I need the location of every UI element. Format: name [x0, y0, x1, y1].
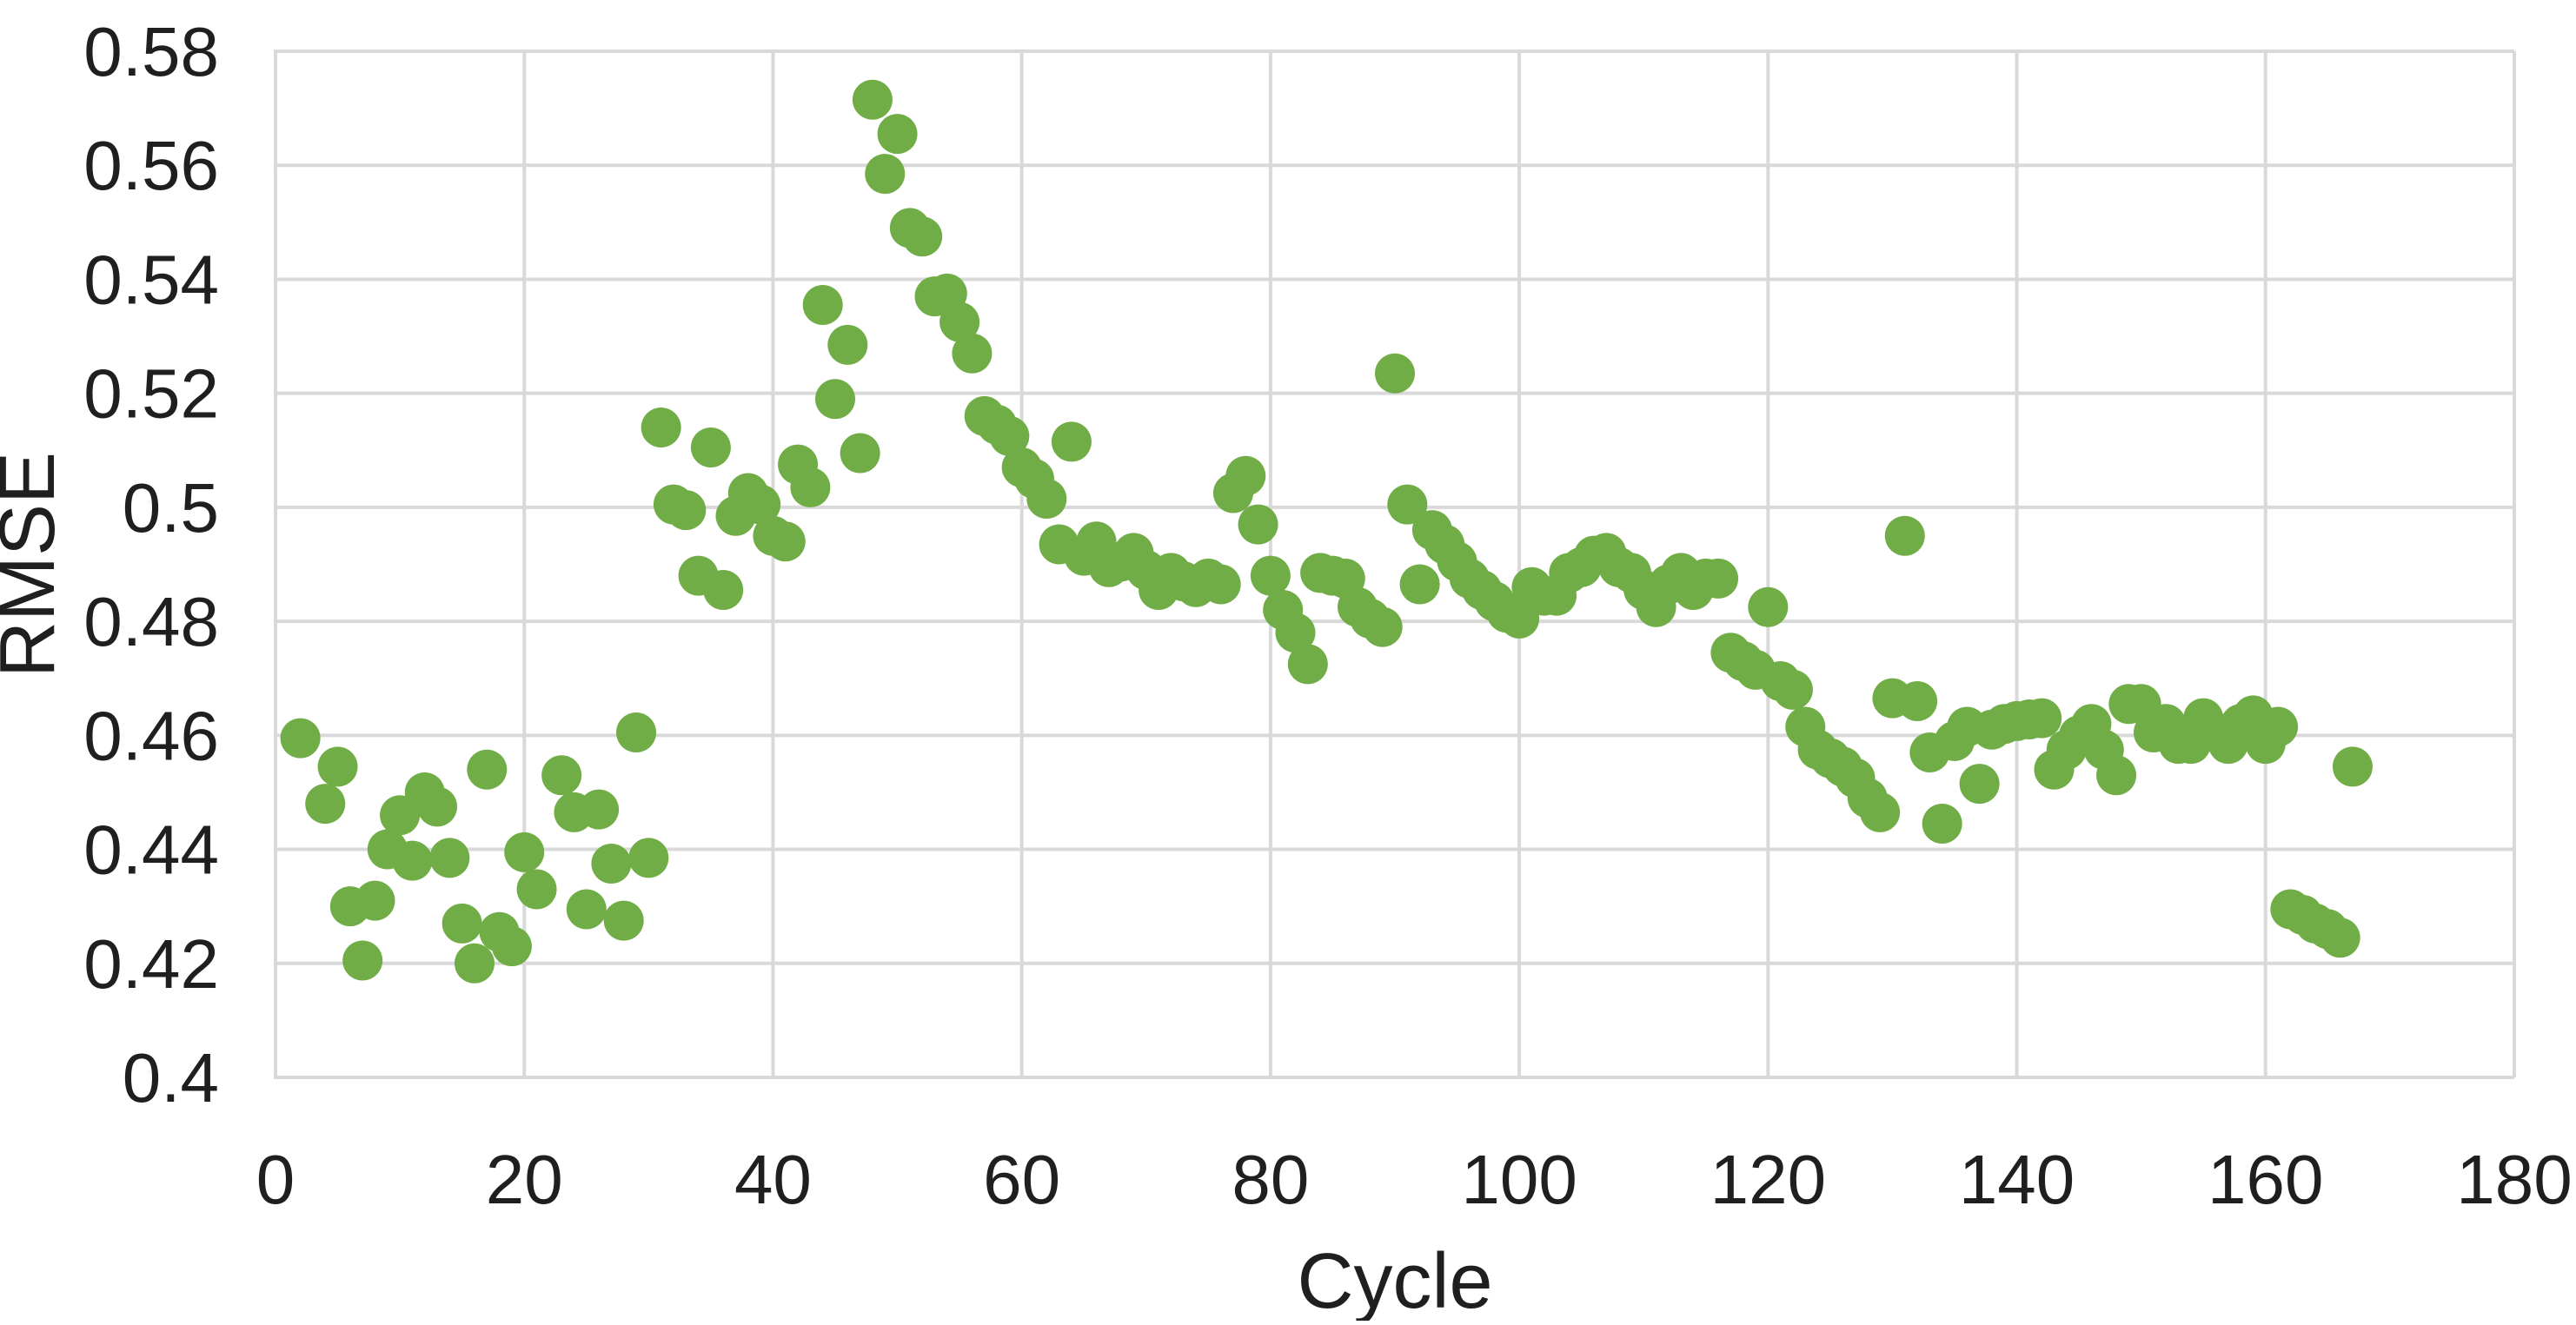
data-point	[591, 843, 632, 884]
data-point	[355, 880, 395, 921]
x-tick-label: 120	[1710, 1141, 1826, 1218]
data-point	[1287, 644, 1328, 685]
y-tick-label: 0.42	[83, 925, 219, 1003]
data-point	[305, 784, 346, 825]
data-point	[454, 943, 495, 984]
x-tick-label: 40	[734, 1141, 812, 1218]
data-point	[541, 755, 582, 796]
data-point	[2258, 706, 2299, 747]
data-point	[690, 427, 731, 467]
y-tick-label: 0.56	[83, 127, 219, 204]
data-point	[802, 284, 843, 325]
data-point	[317, 746, 358, 787]
data-point	[1884, 515, 1925, 556]
data-point	[765, 521, 806, 562]
data-point	[666, 490, 707, 531]
x-tick-label: 160	[2208, 1141, 2323, 1218]
data-point	[703, 570, 744, 611]
data-point	[1200, 564, 1241, 605]
data-point	[840, 433, 880, 474]
x-tick-label: 80	[1232, 1141, 1309, 1218]
data-point	[280, 718, 321, 759]
data-point	[2096, 755, 2137, 796]
data-point	[467, 749, 508, 790]
x-tick-label: 60	[983, 1141, 1060, 1218]
data-point	[989, 415, 1030, 456]
y-tick-label: 0.5	[123, 469, 219, 547]
data-point	[815, 379, 855, 420]
data-point	[790, 467, 831, 507]
data-point	[1387, 484, 1428, 525]
y-tick-label: 0.54	[83, 241, 219, 318]
y-axis-title: RMSE	[0, 452, 71, 678]
x-axis-title: Cycle	[1297, 1238, 1492, 1321]
data-point	[1051, 421, 1092, 462]
data-points	[280, 79, 2373, 984]
data-point	[641, 407, 681, 448]
data-point	[579, 789, 620, 830]
data-point	[1362, 606, 1403, 647]
data-point	[566, 889, 607, 930]
data-point	[2320, 918, 2360, 958]
data-point	[491, 926, 532, 967]
data-point	[827, 324, 868, 365]
x-tick-label: 140	[1959, 1141, 2075, 1218]
data-point	[1225, 455, 1266, 496]
x-tick-label: 0	[256, 1141, 295, 1218]
data-point	[616, 712, 657, 753]
data-point	[342, 940, 383, 981]
data-point	[1860, 792, 1901, 832]
data-point	[939, 301, 980, 342]
data-point	[1375, 353, 1415, 394]
y-tick-label: 0.46	[83, 697, 219, 774]
data-point	[877, 114, 918, 155]
x-tick-label: 20	[486, 1141, 563, 1218]
y-tick-label: 0.4	[123, 1039, 219, 1116]
data-point	[1922, 804, 1962, 845]
data-point	[603, 900, 644, 941]
y-tick-label: 0.48	[83, 583, 219, 660]
y-tick-label: 0.44	[83, 812, 219, 889]
data-point	[740, 484, 781, 525]
data-point	[1897, 680, 1938, 721]
data-point	[1698, 558, 1739, 599]
data-point	[865, 154, 906, 195]
data-point	[1275, 613, 1316, 653]
x-tick-label: 180	[2456, 1141, 2572, 1218]
axis-labels: 0.4 0.42 0.44 0.46 0.48 0.5 0.52 0.54 0.56 0.58 0 2…	[0, 13, 2573, 1325]
y-tick-label: 0.52	[83, 355, 219, 433]
data-point	[952, 333, 993, 374]
data-point	[429, 838, 470, 878]
y-tick-label: 0.58	[83, 13, 219, 90]
data-point	[1772, 669, 1813, 710]
data-point	[1748, 586, 1789, 627]
data-point	[392, 840, 433, 881]
data-point	[852, 79, 893, 120]
data-point	[516, 869, 557, 910]
data-point	[628, 838, 669, 878]
data-point	[442, 903, 482, 944]
data-point	[1250, 555, 1291, 596]
data-point	[504, 831, 545, 872]
data-point	[1399, 564, 1440, 605]
data-point	[1238, 504, 1278, 545]
data-point	[417, 786, 458, 827]
data-point	[1959, 764, 2000, 805]
x-tick-label: 100	[1461, 1141, 1577, 1218]
data-point	[2022, 698, 2062, 739]
data-point	[902, 216, 943, 257]
data-point	[2332, 746, 2373, 787]
data-point	[1026, 479, 1067, 520]
